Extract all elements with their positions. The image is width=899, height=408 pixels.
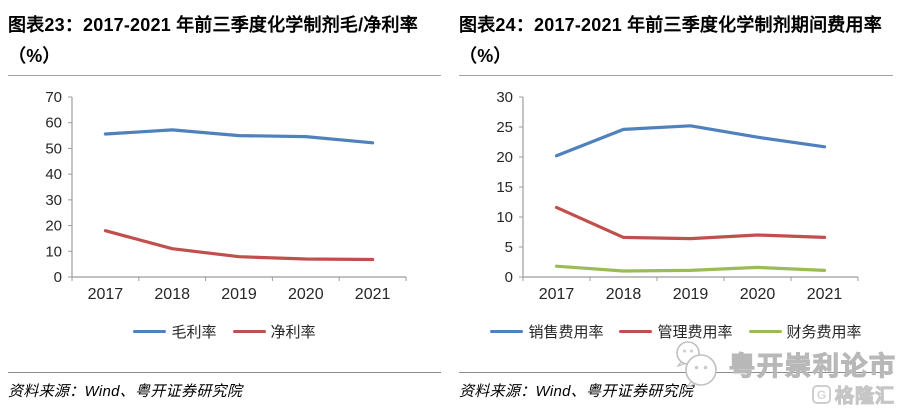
source-note: 资料来源：Wind、粤开证券研究院 (459, 383, 694, 400)
legend-swatch (133, 329, 167, 333)
series-line-1 (554, 205, 827, 241)
series-line-1 (103, 229, 375, 262)
legend-label: 净利率 (270, 323, 316, 341)
x-tick-label: 2021 (355, 286, 391, 303)
source-divider (8, 372, 441, 373)
y-tick-label: 60 (45, 115, 62, 132)
x-tick-label: 2018 (154, 286, 190, 303)
legend-swatch (748, 329, 782, 333)
chart-legend: 毛利率 净利率 (8, 320, 441, 342)
x-tick-label: 2019 (673, 286, 709, 303)
x-tick-label: 2017 (539, 286, 575, 303)
line-chart-expenses: 0 5 10 15 20 25 30 2017 2018 2019 2020 2021 (496, 89, 859, 303)
figure-24-title-line2: （%） (459, 46, 512, 66)
x-tick-label: 2020 (288, 286, 324, 303)
figure-24-title: 图表24：2017-2021 年前三季度化学制剂期间费用率 （%） (459, 10, 893, 72)
legend-swatch (232, 329, 266, 333)
legend-label: 管理费用率 (657, 323, 733, 341)
panel-figure-24: 图表24：2017-2021 年前三季度化学制剂期间费用率 （%） 0 5 10 15… (449, 0, 899, 401)
line-chart-margins: 0 10 20 30 40 50 60 70 2017 2018 2019 2020 2021 (45, 89, 407, 303)
legend-label: 销售费用率 (528, 323, 604, 341)
x-tick-label: 2018 (606, 286, 642, 303)
y-tick-label: 40 (45, 166, 62, 183)
y-tick-label: 25 (496, 119, 513, 136)
legend-swatch (490, 329, 524, 333)
legend-item-0: 销售费用率 (490, 321, 603, 342)
panel-figure-23: 图表23：2017-2021 年前三季度化学制剂毛/净利率 （%） 0 10 20 3… (0, 0, 449, 401)
y-tick-label: 0 (505, 269, 513, 286)
y-tick-label: 15 (496, 179, 513, 196)
y-tick-label: 70 (45, 89, 62, 106)
gelonghui-logo-text: 格隆汇 (834, 386, 895, 408)
chart-legend: 销售费用率 管理费用率 财务费用率 (459, 320, 893, 342)
x-tick-label: 2020 (740, 286, 776, 303)
y-tick-label: 5 (505, 239, 513, 256)
gelonghui-logo: G 格隆汇 (811, 381, 895, 408)
gelonghui-g-icon: G (811, 385, 831, 404)
x-tick-label: 2017 (88, 286, 124, 303)
series-line-0 (103, 128, 375, 145)
figure-23-title: 图表23：2017-2021 年前三季度化学制剂毛/净利率 （%） (8, 10, 441, 72)
series-line-2 (554, 264, 827, 273)
legend-item-2: 财务费用率 (748, 321, 862, 342)
x-tick-label: 2019 (221, 286, 257, 303)
legend-item-0: 毛利率 (133, 321, 217, 342)
legend-label: 财务费用率 (786, 323, 862, 341)
source-divider (459, 372, 893, 373)
y-tick-label: 30 (496, 89, 513, 106)
y-tick-label: 10 (45, 243, 62, 260)
y-tick-label: 50 (45, 140, 62, 157)
figure-23-title-line1: 图表23：2017-2021 年前三季度化学制剂毛/净利率 (8, 15, 418, 35)
series-line-0 (554, 124, 827, 158)
legend-item-1: 管理费用率 (619, 321, 733, 342)
source-note: 资料来源：Wind、粤开证券研究院 (8, 383, 243, 400)
figure-23-title-line2: （%） (8, 46, 61, 66)
y-tick-label: 0 (54, 269, 62, 286)
x-tick-label: 2021 (807, 286, 843, 303)
legend-item-1: 净利率 (232, 321, 316, 342)
title-divider (8, 75, 441, 76)
figure-24-title-line1: 图表24：2017-2021 年前三季度化学制剂期间费用率 (459, 15, 882, 35)
y-tick-label: 10 (496, 209, 513, 226)
legend-label: 毛利率 (171, 323, 217, 341)
y-tick-label: 30 (45, 192, 62, 209)
y-tick-label: 20 (496, 149, 513, 166)
y-tick-label: 20 (45, 218, 62, 235)
title-divider (459, 75, 893, 76)
legend-swatch (619, 329, 653, 333)
